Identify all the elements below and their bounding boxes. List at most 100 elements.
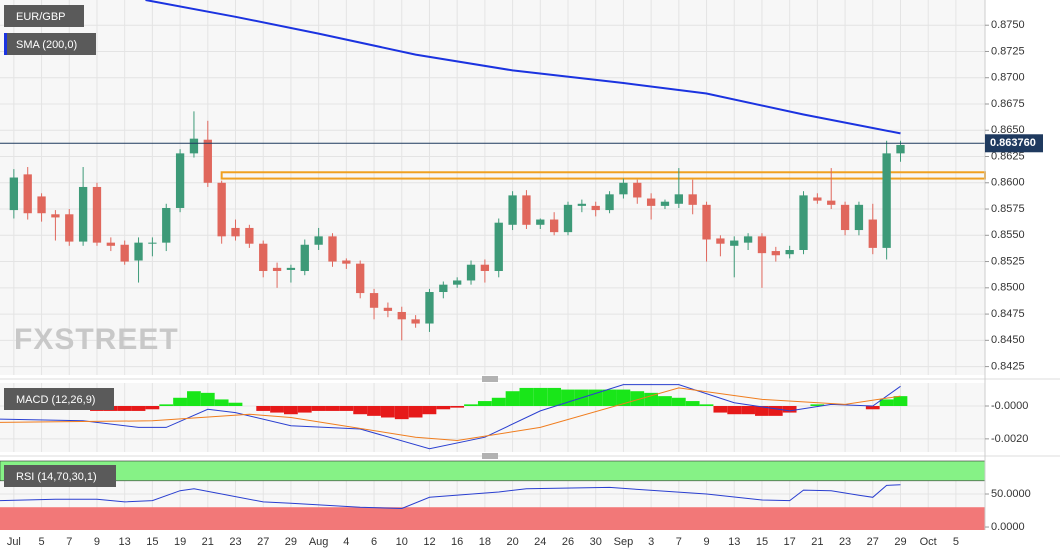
x-tick-label: 4	[343, 536, 349, 548]
y-tick-label: 0.8700	[991, 72, 1025, 84]
y-tick-label: 0.8575	[991, 203, 1025, 215]
y-tick-label: 0.0000	[991, 521, 1025, 533]
line	[145, 0, 901, 135]
candle-body	[730, 240, 739, 246]
histogram-bar	[547, 387, 562, 406]
candle-body	[286, 267, 296, 270]
x-tick-label: 30	[590, 536, 602, 548]
macd-title: MACD (12,26,9)	[16, 394, 95, 406]
histogram-bar	[311, 406, 326, 411]
histogram-bar	[214, 399, 229, 406]
y-tick-label: 0.8725	[991, 45, 1025, 57]
histogram-bar	[256, 406, 271, 411]
x-tick-label: 19	[174, 536, 186, 548]
candle-body	[813, 197, 822, 201]
line	[0, 484, 901, 510]
candle-body	[508, 195, 517, 225]
y-tick-label: -0.0020	[991, 433, 1028, 445]
y-tick-label: 0.8525	[991, 255, 1025, 267]
candle-body	[896, 144, 905, 154]
histogram-bar	[284, 406, 298, 415]
candle-body	[605, 194, 614, 211]
histogram-bar	[588, 389, 603, 406]
x-tick-label: Oct	[920, 536, 937, 548]
candle-body	[9, 177, 19, 211]
histogram-bar	[755, 406, 769, 416]
histogram-bar	[768, 406, 783, 416]
candle-body	[300, 244, 309, 272]
marks	[0, 0, 987, 530]
y-tick-label: 0.8600	[991, 177, 1025, 189]
resize-grip[interactable]	[482, 376, 498, 459]
candle-body	[633, 182, 642, 198]
histogram-bar	[450, 406, 465, 408]
x-tick-label: 24	[534, 536, 546, 548]
histogram-bar	[200, 392, 215, 406]
y-tick-label: 0.8625	[991, 150, 1025, 162]
candle-body	[92, 186, 102, 243]
x-tick-label: 21	[202, 536, 214, 548]
candle-body	[439, 284, 448, 293]
candle-body	[480, 264, 490, 272]
histogram-bar	[477, 401, 492, 406]
x-tick-label: 27	[257, 536, 269, 548]
histogram-bar	[630, 391, 645, 406]
sma-label: SMA (200,0)	[16, 39, 77, 51]
histogram-bar	[422, 406, 437, 415]
candle-body	[189, 138, 199, 154]
x-tick-label: 6	[371, 536, 377, 548]
x-tick-label: 17	[784, 536, 796, 548]
histogram-bar	[131, 406, 146, 411]
y-tick-label: 0.8475	[991, 308, 1025, 320]
candle-body	[536, 219, 545, 225]
histogram-bar	[408, 406, 423, 418]
histogram-bar	[533, 387, 548, 406]
x-tick-label: 12	[423, 536, 435, 548]
price-tag	[985, 134, 1043, 153]
x-tick-label: 10	[396, 536, 408, 548]
histogram-bar	[782, 406, 797, 413]
sma-box	[4, 33, 96, 55]
sma-key	[4, 33, 7, 55]
candle-body	[245, 227, 254, 244]
candle-body	[259, 243, 268, 272]
x-tick-label: 29	[894, 536, 906, 548]
histogram-bar	[865, 406, 880, 410]
candle-body	[466, 264, 476, 281]
candle-body	[231, 227, 240, 237]
histogram-bar	[713, 406, 728, 413]
histogram-bar	[228, 402, 243, 406]
y-tick-label: 0.8750	[991, 19, 1025, 31]
candle-body	[757, 236, 767, 254]
candle-body	[854, 204, 864, 231]
candle-body	[272, 267, 282, 272]
candle-body	[785, 250, 794, 255]
x-tick-label: Jul	[7, 536, 21, 548]
histogram-bar	[602, 389, 617, 406]
y-tick-label: 0.8450	[991, 334, 1025, 346]
y-tick-label: 0.8650	[991, 124, 1025, 136]
candle-body	[175, 153, 185, 208]
candle-body	[217, 182, 226, 237]
candle-body	[51, 214, 60, 218]
histogram-bar	[879, 399, 894, 406]
y-tick-label: 0.8550	[991, 229, 1025, 241]
candle-body	[397, 311, 406, 320]
line	[0, 387, 901, 442]
candle-body	[882, 153, 891, 248]
histogram-bar	[658, 396, 672, 406]
candle-body	[688, 194, 697, 205]
histogram-bar	[353, 406, 368, 415]
x-tick-label: 23	[839, 536, 851, 548]
x-tick-label: 9	[94, 536, 100, 548]
x-tick-label: 16	[451, 536, 463, 548]
histogram-bar	[339, 406, 354, 411]
histogram-bar	[464, 404, 478, 406]
candle-body	[522, 195, 531, 225]
x-tick-label: 13	[119, 536, 131, 548]
x-tick-label: 13	[728, 536, 740, 548]
price-panel	[0, 0, 985, 375]
y-tick-label: 0.8500	[991, 282, 1025, 294]
candle-body	[660, 201, 670, 206]
